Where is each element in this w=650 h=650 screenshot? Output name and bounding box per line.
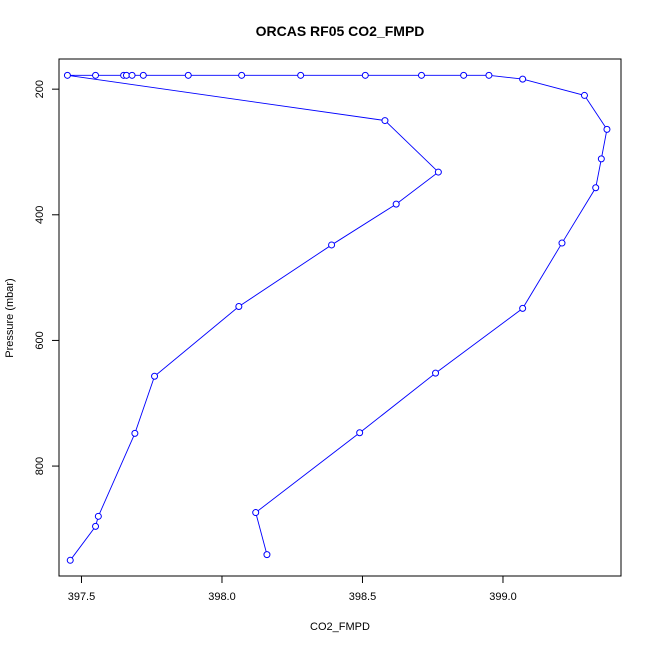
data-point — [356, 429, 364, 437]
data-point — [128, 71, 136, 79]
y-tick-label: 800 — [34, 457, 46, 475]
series-layer — [63, 71, 611, 564]
y-tick-label: 200 — [34, 80, 46, 98]
data-point — [235, 303, 243, 311]
data-point — [417, 71, 425, 79]
data-point — [151, 372, 159, 380]
data-point — [297, 71, 305, 79]
data-point — [460, 71, 468, 79]
data-point — [139, 71, 147, 79]
x-tick-label: 399.0 — [489, 591, 517, 603]
data-point — [485, 71, 493, 79]
data-point — [361, 71, 369, 79]
data-point — [432, 369, 440, 377]
x-axis-label: CO2_FMPD — [310, 621, 370, 633]
data-point — [238, 71, 246, 79]
data-point — [580, 91, 588, 99]
data-point — [263, 551, 271, 559]
data-point — [63, 71, 71, 79]
data-point — [66, 556, 74, 564]
x-tick-label: 398.5 — [349, 591, 377, 603]
y-axis-label: Pressure (mbar) — [4, 278, 16, 357]
data-point — [252, 509, 260, 517]
data-point — [381, 117, 389, 125]
data-point — [519, 304, 527, 312]
data-point — [131, 429, 139, 437]
data-point — [392, 200, 400, 208]
x-tick-label: 398.0 — [208, 591, 236, 603]
y-tick-label: 600 — [34, 331, 46, 349]
data-point — [603, 125, 611, 133]
series-line — [67, 74, 608, 561]
x-tick-label: 397.5 — [68, 591, 96, 603]
data-point — [434, 168, 442, 176]
data-point — [94, 512, 102, 520]
data-point — [184, 71, 192, 79]
data-point — [519, 75, 527, 83]
plot-frame — [58, 58, 622, 577]
data-point — [122, 71, 130, 79]
y-tick-label: 400 — [34, 206, 46, 224]
data-point — [592, 184, 600, 192]
data-point — [328, 241, 336, 249]
chart-title: ORCAS RF05 CO2_FMPD — [256, 23, 425, 39]
data-point — [92, 522, 100, 530]
data-point — [92, 71, 100, 79]
data-point — [597, 155, 605, 163]
data-point — [558, 239, 566, 247]
